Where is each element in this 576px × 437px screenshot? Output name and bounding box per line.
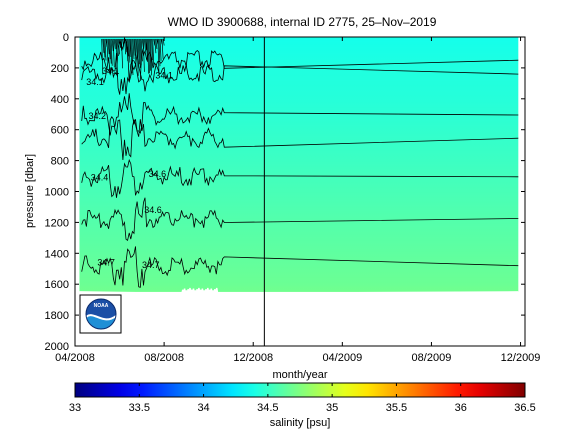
colorbar: 33 33.5 34 34.5 35 35.5 36 36.5 salinity [psu] bbox=[69, 382, 536, 429]
x-axis-label: month/year bbox=[272, 369, 327, 381]
y-tick-label: 1000 bbox=[45, 187, 69, 199]
y-tick-label: 1200 bbox=[45, 217, 69, 229]
contour-line bbox=[81, 158, 519, 198]
x-tick-label: 12/2009 bbox=[501, 352, 541, 364]
colorbar-gradient bbox=[75, 383, 525, 397]
plot-area: 34.1 34.134.134.234.4 34.634.634.7 34.7 020… bbox=[45, 32, 541, 364]
contour-label: 34.6 bbox=[144, 205, 162, 215]
x-tick-label: 08/2009 bbox=[412, 352, 452, 364]
contour-line bbox=[81, 52, 519, 95]
colorbar-tick-label: 36 bbox=[455, 402, 467, 414]
x-tick-label: 04/2008 bbox=[55, 352, 95, 364]
contour-line bbox=[81, 93, 519, 136]
colorbar-label: salinity [psu] bbox=[270, 417, 331, 429]
salinity-field bbox=[79, 37, 519, 296]
contour-label: 34.1 bbox=[86, 77, 104, 87]
contour-line bbox=[81, 197, 519, 241]
contour-label: 34.6 bbox=[149, 169, 167, 179]
colorbar-tick-label: 34.5 bbox=[257, 402, 278, 414]
contour-label: 34.7 bbox=[142, 260, 160, 270]
y-tick-label: 1600 bbox=[45, 279, 69, 291]
y-tick-label: 1400 bbox=[45, 248, 69, 260]
y-tick-label: 400 bbox=[51, 94, 69, 106]
contour-line bbox=[81, 116, 519, 161]
logo-text: NOAA bbox=[94, 303, 109, 309]
y-tick-label: 0 bbox=[63, 32, 69, 44]
y-tick-label: 600 bbox=[51, 125, 69, 137]
y-tick-label: 800 bbox=[51, 156, 69, 168]
colorbar-tick-label: 36.5 bbox=[514, 402, 535, 414]
colorbar-tick-label: 34 bbox=[197, 402, 209, 414]
colorbar-tick-label: 33.5 bbox=[129, 402, 150, 414]
y-tick-label: 1800 bbox=[45, 310, 69, 322]
salinity-field-fill bbox=[79, 37, 519, 292]
contour-labels: 34.1 34.134.134.234.4 34.634.634.7 34.7 bbox=[86, 66, 173, 270]
y-axis-ticks: 0 200 400 600 800 1000 1200 1400 1600 1800 2000 bbox=[45, 32, 525, 353]
y-axis-label: pressure [dbar] bbox=[24, 154, 36, 228]
x-tick-label: 08/2008 bbox=[144, 352, 184, 364]
contour-label: 34.1 bbox=[102, 66, 120, 76]
colorbar-ticks: 33 33.5 34 34.5 35 35.5 36 36.5 bbox=[69, 383, 536, 414]
colorbar-tick-label: 33 bbox=[69, 402, 81, 414]
y-tick-label: 2000 bbox=[45, 341, 69, 353]
colorbar-tick-label: 35 bbox=[326, 402, 338, 414]
contour-label: 34.1 bbox=[155, 71, 173, 81]
x-tick-label: 04/2009 bbox=[322, 352, 362, 364]
contour-label: 34.2 bbox=[89, 111, 107, 121]
x-tick-label: 12/2008 bbox=[233, 352, 273, 364]
contour-lines bbox=[81, 37, 519, 288]
chart-title: WMO ID 3900688, internal ID 2775, 25–Nov… bbox=[168, 15, 437, 29]
contour-label: 34.4 bbox=[91, 173, 109, 183]
surface-contour-tangle bbox=[101, 38, 165, 77]
field-bottom-edge bbox=[79, 287, 519, 296]
contour-label: 34.7 bbox=[97, 258, 115, 268]
colorbar-frame bbox=[74, 382, 526, 398]
y-tick-label: 200 bbox=[51, 63, 69, 75]
colorbar-tick-label: 35.5 bbox=[386, 402, 407, 414]
noaa-logo: NOAA bbox=[79, 294, 122, 334]
contour-line bbox=[81, 246, 519, 288]
x-axis-ticks: 04/2008 08/2008 12/2008 04/2009 08/2009 12/20… bbox=[55, 37, 540, 364]
